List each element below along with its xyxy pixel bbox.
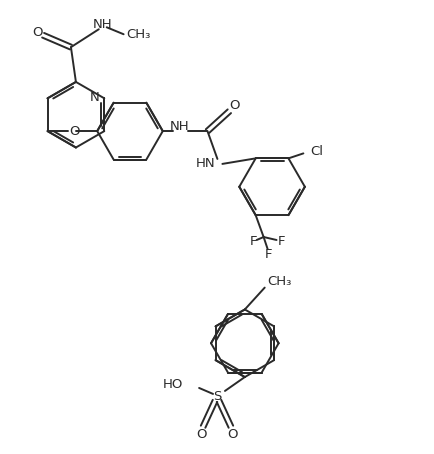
Text: S: S [212, 390, 220, 404]
Text: CH₃: CH₃ [267, 275, 291, 288]
Text: O: O [32, 26, 42, 39]
Text: O: O [69, 124, 79, 138]
Text: N: N [89, 91, 99, 104]
Text: O: O [227, 428, 237, 441]
Text: NH: NH [169, 120, 189, 133]
Text: Cl: Cl [309, 145, 322, 158]
Text: O: O [229, 99, 239, 112]
Text: CH₃: CH₃ [126, 28, 151, 41]
Text: HN: HN [195, 158, 215, 170]
Text: F: F [250, 236, 257, 248]
Text: HO: HO [162, 379, 183, 391]
Text: O: O [195, 428, 206, 441]
Text: F: F [264, 248, 272, 262]
Text: NH: NH [93, 18, 112, 31]
Text: F: F [277, 236, 285, 248]
